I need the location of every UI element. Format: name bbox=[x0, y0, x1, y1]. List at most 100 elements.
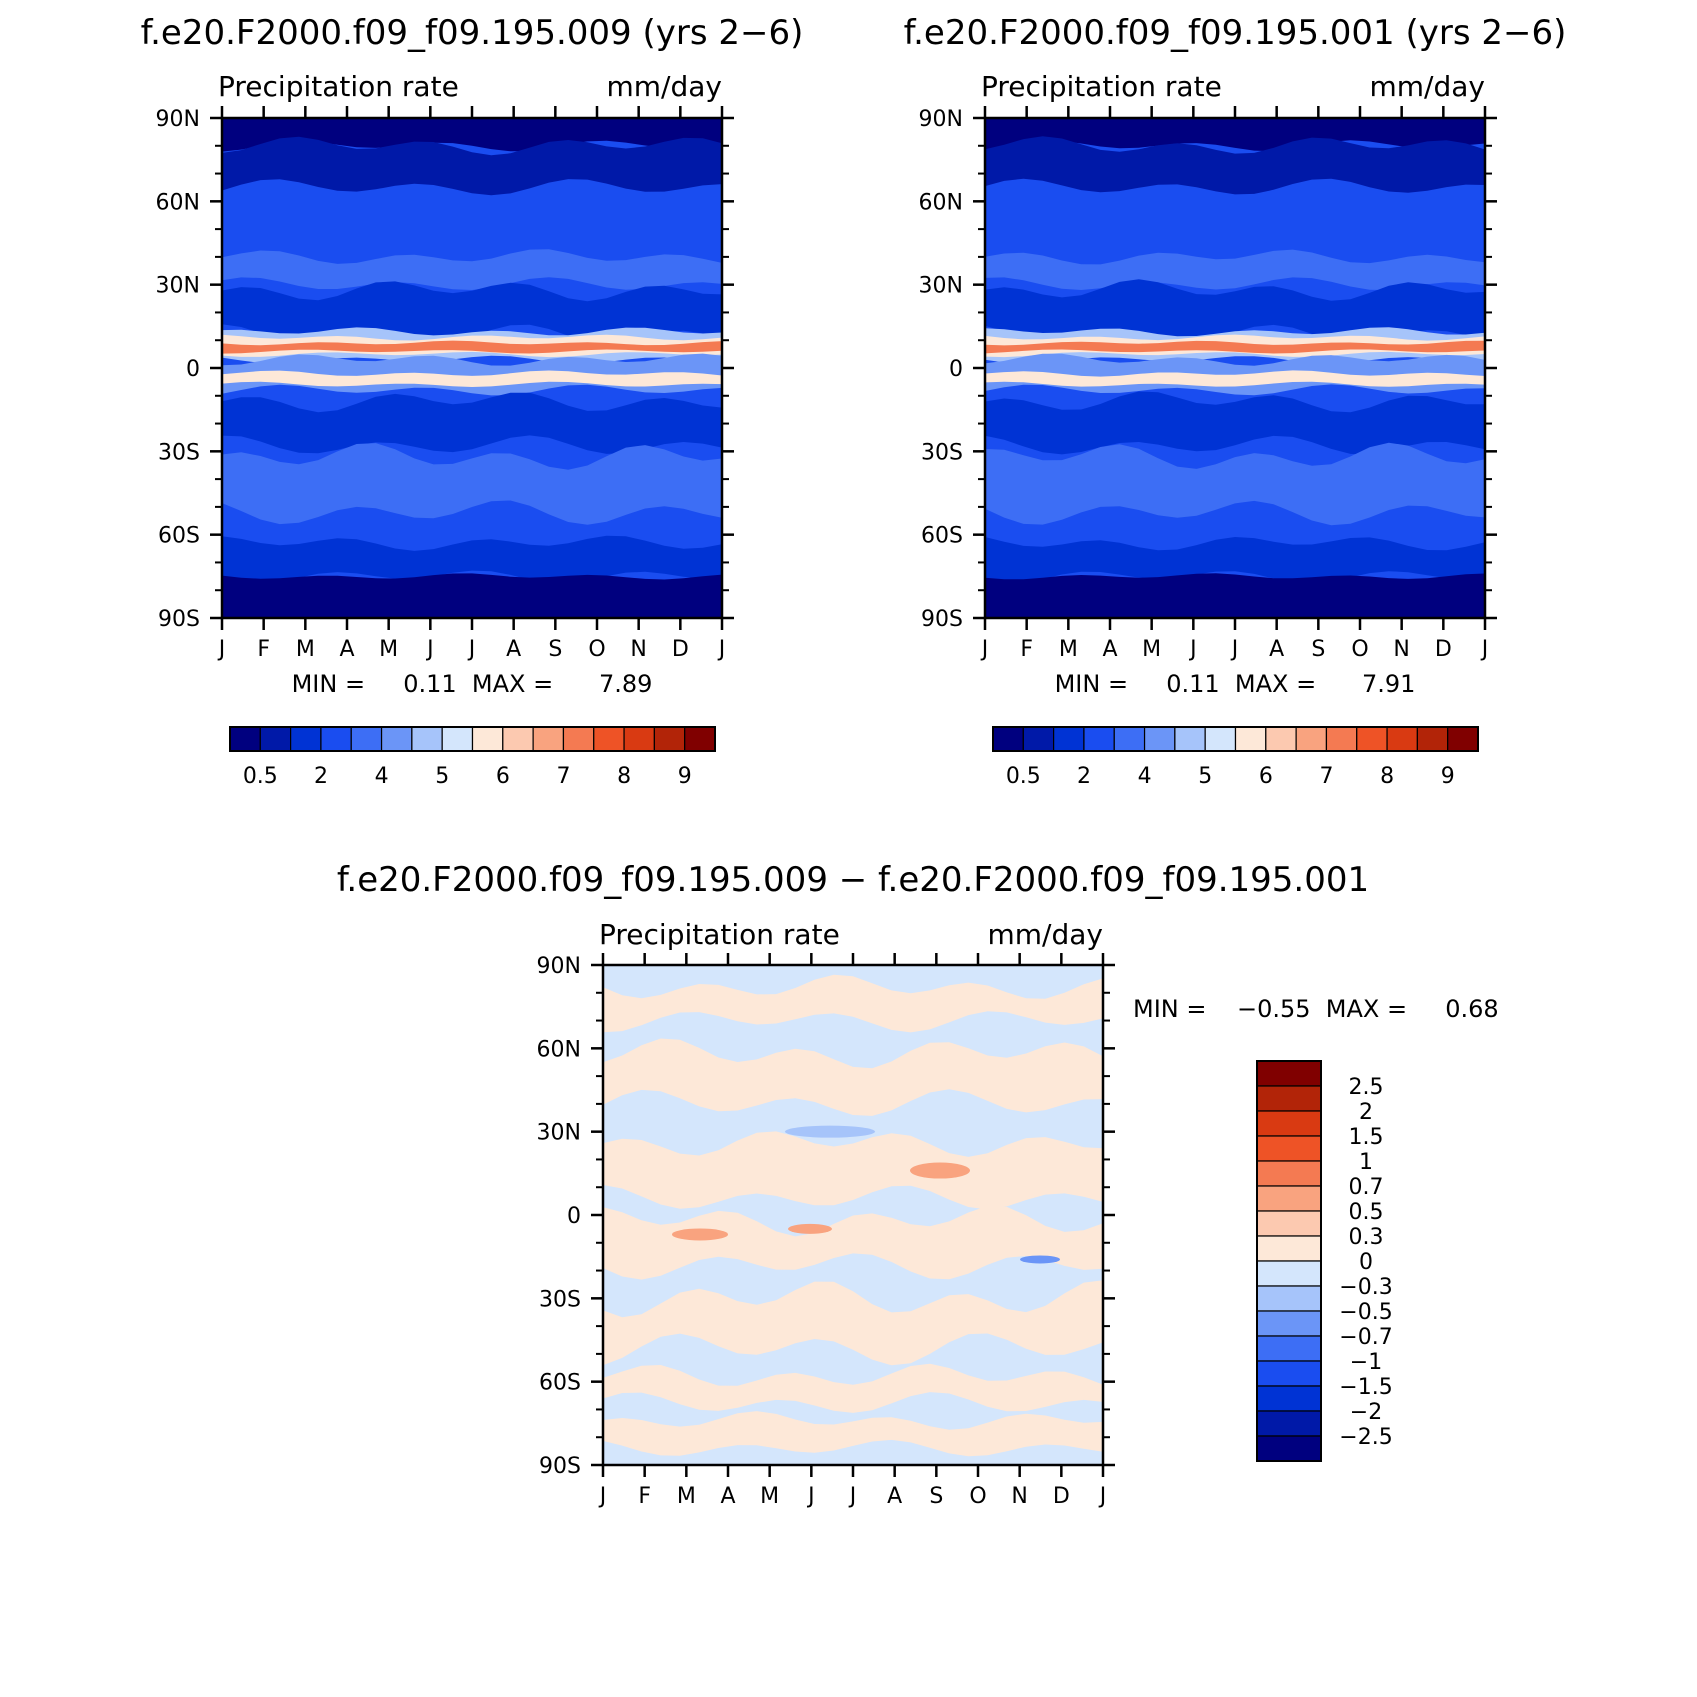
panel-b-x-tick-label: M bbox=[1142, 637, 1161, 662]
panel-b-colorbar-swatch bbox=[1356, 726, 1388, 752]
panel-c-x-tick-label: M bbox=[677, 1484, 696, 1509]
panel-a-band-subpolar-north bbox=[222, 136, 722, 196]
panel-b-band-polar-north bbox=[985, 118, 1485, 152]
panel-b-x-tick-label: J bbox=[980, 637, 989, 662]
panel-b-colorbar-swatch bbox=[992, 726, 1024, 752]
panel-b-colorbar-swatch bbox=[1265, 726, 1297, 752]
panel-a-y-tick-label: 0 bbox=[186, 357, 200, 382]
panel-a-colorbar: 0.5 2 4 5 6 7 8 9 bbox=[229, 726, 716, 789]
panel-c-stats: MIN = −0.55 MAX = 0.68 bbox=[1133, 995, 1499, 1023]
panel-a-variable-label: Precipitation rate bbox=[218, 70, 459, 103]
panel-a-x-tick-label: D bbox=[672, 637, 689, 662]
panel-c-x-tick-label: S bbox=[929, 1484, 943, 1509]
panel-a-colorbar-swatch bbox=[653, 726, 686, 752]
panel-c-positive-patch bbox=[603, 1363, 1103, 1413]
panel-b-x-tick-label: D bbox=[1435, 637, 1452, 662]
panel-b-colorbar-swatch bbox=[1113, 726, 1146, 752]
panel-c-positive-patch bbox=[603, 1038, 1103, 1116]
panel-c-colorbar-label: −0.5 bbox=[1339, 1300, 1392, 1325]
panel-c-y-tick-label: 0 bbox=[567, 1204, 581, 1229]
panel-b-y-tick-label: 60S bbox=[921, 524, 963, 549]
panel-c-colorbar-frame bbox=[1256, 1060, 1322, 1462]
panel-a-x-tick-label: M bbox=[296, 637, 315, 662]
panel-b-colorbar-swatch bbox=[1447, 726, 1479, 752]
panel-a-band-itcz-core bbox=[222, 340, 722, 354]
panel-c-variable-label: Precipitation rate bbox=[599, 918, 840, 951]
panel-c-x-tick-label: J bbox=[806, 1484, 815, 1509]
panel-c-colorbar-label: 2.5 bbox=[1349, 1075, 1384, 1100]
panel-a-x-tick-label: J bbox=[217, 637, 226, 662]
panel-c-x-tick-label: J bbox=[848, 1484, 857, 1509]
panel-c-colorbar-swatch bbox=[1256, 1360, 1322, 1387]
panel-b-colorbar-frame bbox=[992, 726, 1479, 752]
panel-a-colorbar-swatch bbox=[623, 726, 655, 752]
panel-c-x-tick-label: D bbox=[1053, 1484, 1070, 1509]
panel-b-colorbar-swatch bbox=[1053, 726, 1085, 752]
panel-b-band-subtropic-south bbox=[985, 391, 1485, 455]
panel-a-x-tick-label: A bbox=[506, 637, 521, 662]
panel-c-colorbar-label: −1 bbox=[1350, 1350, 1382, 1375]
panel-b-band-itcz-core bbox=[985, 340, 1485, 354]
panel-c-colorbar-label: 0 bbox=[1359, 1250, 1373, 1275]
panel-a-colorbar-swatch bbox=[229, 726, 261, 752]
panel-b-colorbar-label: 7 bbox=[1319, 764, 1333, 789]
panel-b-y-tick-label: 30N bbox=[919, 274, 963, 299]
panel-c-colorbar-label: −0.3 bbox=[1339, 1275, 1392, 1300]
panel-c-colorbar-label: 0.5 bbox=[1349, 1200, 1384, 1225]
panel-a-band-polar-north bbox=[222, 118, 722, 152]
panel-c-anomaly-positive bbox=[910, 1162, 970, 1179]
panel-b-x-tick-label: J bbox=[1188, 637, 1197, 662]
panel-c-colorbar-swatch bbox=[1256, 1160, 1322, 1187]
panel-c-anomaly-negative bbox=[785, 1125, 875, 1138]
panel-a-colorbar-label: 6 bbox=[496, 764, 510, 789]
panel-c-x-tick-label: F bbox=[638, 1484, 651, 1509]
panel-c-y-tick-label: 60S bbox=[539, 1371, 581, 1396]
panel-a-x-tick-label: M bbox=[379, 637, 398, 662]
panel-c-title: f.e20.F2000.f09_f09.195.009 − f.e20.F200… bbox=[337, 860, 1369, 900]
panel-c-colorbar-swatch bbox=[1256, 1135, 1322, 1162]
panel-a-contour-field bbox=[222, 118, 722, 618]
panel-b-y-tick-label: 0 bbox=[949, 357, 963, 382]
panel-c-colorbar: 2.521.510.70.50.30−0.3−0.5−0.7−1−1.5−2−2… bbox=[1256, 1060, 1393, 1462]
panel-a-band-midlat-north bbox=[222, 249, 722, 290]
panel-b-y-tick-label: 30S bbox=[921, 440, 963, 465]
panel-b-colorbar-label: 2 bbox=[1077, 764, 1091, 789]
panel-b-colorbar-label: 4 bbox=[1138, 764, 1152, 789]
panel-c-anomaly-positive bbox=[672, 1228, 728, 1241]
panel-c-positive-patch bbox=[603, 1280, 1103, 1366]
panel-c-positive-patch bbox=[603, 974, 1103, 1033]
panel-a-y-tick-label: 30S bbox=[158, 440, 200, 465]
panel-b-band-midlat-south bbox=[985, 442, 1485, 526]
panel-b-units-label: mm/day bbox=[1370, 70, 1486, 103]
panel-a-band-subtropic-south bbox=[222, 392, 722, 454]
panel-a-y-tick-label: 60N bbox=[156, 190, 200, 215]
panel-c-x-tick-label: O bbox=[969, 1484, 986, 1509]
panel-b-band-subtropic-north bbox=[985, 279, 1485, 344]
panel-c-units-label: mm/day bbox=[988, 918, 1104, 951]
panel-a-colorbar-swatch bbox=[350, 726, 383, 752]
panel-c-colorbar-label: −2.5 bbox=[1339, 1425, 1392, 1450]
panel-a-colorbar-label: 4 bbox=[375, 764, 389, 789]
panel-a-colorbar-label: 8 bbox=[617, 764, 631, 789]
panel-b-x-tick-label: J bbox=[1230, 637, 1239, 662]
panel-c-colorbar-swatch bbox=[1256, 1085, 1322, 1112]
panel-c-x-tick-label: N bbox=[1011, 1484, 1027, 1509]
panel-b-band-spcz bbox=[985, 370, 1485, 387]
panel-c-colorbar-swatch bbox=[1256, 1185, 1322, 1212]
panel-a-colorbar-label: 2 bbox=[314, 764, 328, 789]
panel-c-x-tick-label: J bbox=[1098, 1484, 1107, 1509]
panel-a-band-midlat-south bbox=[222, 443, 722, 525]
panel-a-x-tick-label: N bbox=[630, 637, 646, 662]
panel-b-band-subpolar-north bbox=[985, 136, 1485, 195]
panel-c-x-tick-label: A bbox=[887, 1484, 902, 1509]
panel-b-colorbar-swatch bbox=[1325, 726, 1358, 752]
panel-c-colorbar-swatch bbox=[1256, 1410, 1322, 1437]
panel-c-colorbar-label: 1 bbox=[1359, 1150, 1373, 1175]
panel-c-y-tick-label: 30N bbox=[537, 1121, 581, 1146]
panel-b-y-tick-label: 90N bbox=[919, 107, 963, 132]
panel-b-colorbar-swatch bbox=[1416, 726, 1449, 752]
panel-b-colorbar-swatch bbox=[1143, 726, 1176, 752]
panel-c-colorbar-swatch bbox=[1256, 1310, 1322, 1337]
